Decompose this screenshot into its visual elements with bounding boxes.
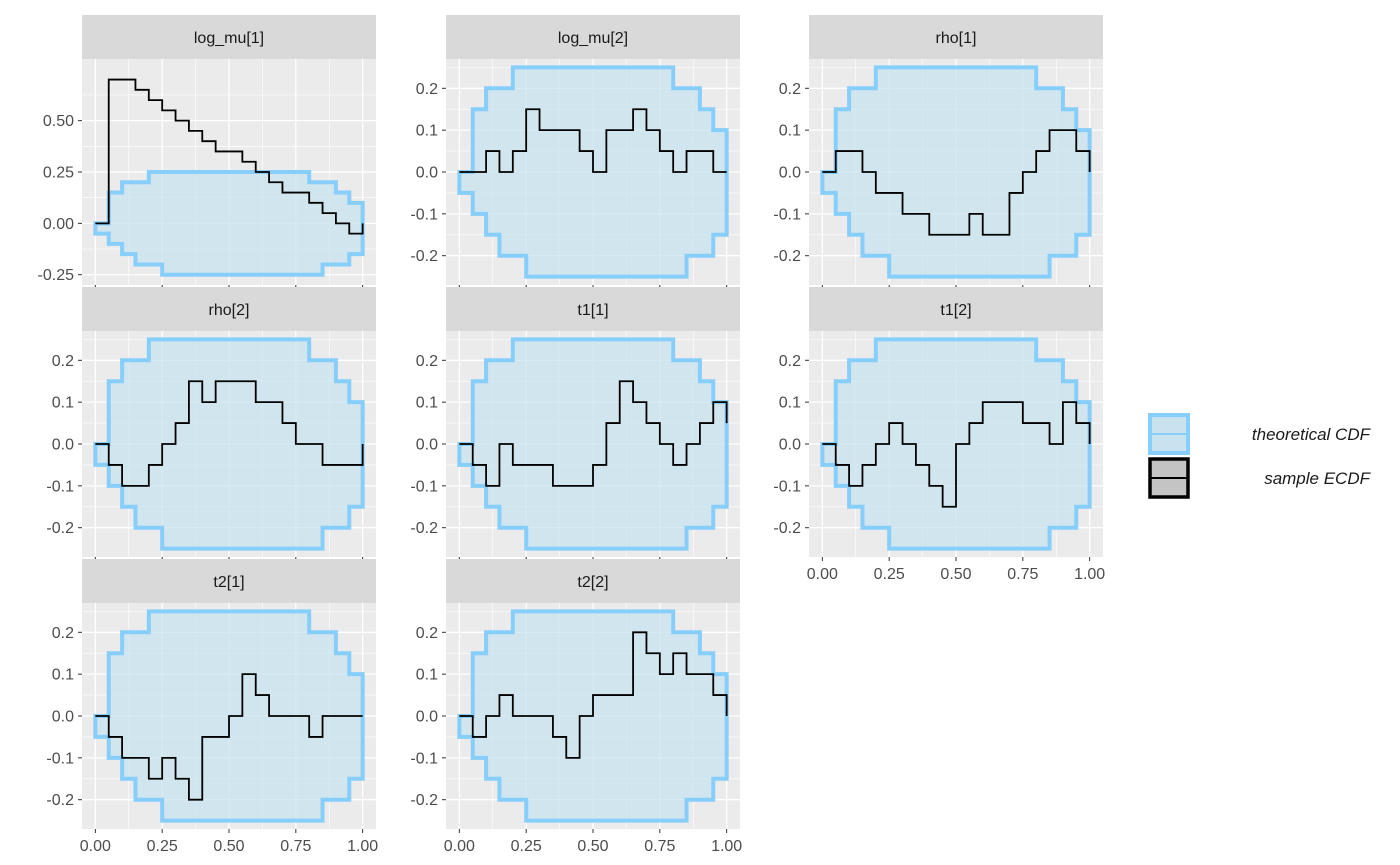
facet-panel-t2-2-: t2[2] -0.2 -0.1 0.0 0.1 0.2 0.00 0.25 0.50 0.75 1.…: [410, 559, 742, 855]
y-tick-label: 0.0: [52, 437, 74, 454]
facet-title: log_mu[1]: [194, 30, 264, 47]
x-tick-label: 0.50: [940, 566, 971, 583]
x-tick-label: 0.00: [444, 838, 475, 855]
sample-ecdf-line: [95, 78, 364, 235]
y-tick-label: 0.1: [779, 395, 801, 412]
x-tick-label: 0.00: [807, 566, 838, 583]
y-tick-label: 0.0: [779, 437, 801, 454]
x-tick-label: 0.50: [213, 838, 244, 855]
y-tick-label: -0.1: [46, 750, 74, 767]
sample-ecdf-line: [459, 380, 728, 487]
facet-title: t2[2]: [577, 574, 608, 591]
y-tick-label: 0.2: [52, 625, 74, 642]
facet-panel-rho-2-: rho[2] -0.2 -0.1 0.0 0.1 0.2: [46, 287, 376, 561]
x-tick-label: 0.25: [147, 838, 178, 855]
sample-ecdf-line: [95, 380, 364, 487]
legend-label: theoretical CDF: [1252, 425, 1372, 444]
x-tick-label: 1.00: [347, 838, 378, 855]
facet-strip: [809, 15, 1103, 59]
facet-strip: [446, 559, 740, 603]
facet-panel-t1-1-: t1[1] -0.2 -0.1 0.0 0.1 0.2: [410, 287, 740, 561]
facet-panel-t1-2-: t1[2] -0.2 -0.1 0.0 0.1 0.2 0.00 0.25 0.50 0.75 1.…: [773, 287, 1105, 583]
y-tick-label: -0.2: [46, 792, 74, 809]
y-tick-label: 0.1: [416, 395, 438, 412]
facet-strip: [82, 287, 376, 331]
y-tick-label: 0.1: [52, 395, 74, 412]
y-tick-label: -0.1: [773, 206, 801, 223]
y-tick-label: 0.0: [416, 165, 438, 182]
facet-panel-log-mu-1-: log_mu[1] -0.25 0.00 0.25 0.50: [38, 15, 376, 289]
theoretical-cdf-band: [457, 337, 729, 551]
sample-ecdf-line: [822, 129, 1091, 236]
y-tick-label: -0.1: [410, 478, 438, 495]
y-tick-label: -0.2: [46, 520, 74, 537]
y-tick-label: 0.00: [43, 216, 74, 233]
y-tick-label: 0.25: [43, 165, 74, 182]
y-tick-label: 0.2: [416, 625, 438, 642]
x-tick-label: 0.75: [644, 838, 675, 855]
y-tick-label: 0.1: [52, 667, 74, 684]
y-tick-label: 0.2: [416, 81, 438, 98]
legend: theoretical CDF sample ECDF: [1148, 413, 1372, 499]
facet-strip: [809, 287, 1103, 331]
y-tick-label: -0.2: [773, 520, 801, 537]
y-tick-label: 0.2: [779, 81, 801, 98]
y-tick-label: 0.1: [779, 123, 801, 140]
x-tick-label: 0.50: [577, 838, 608, 855]
y-tick-label: 0.0: [416, 709, 438, 726]
x-tick-label: 0.75: [280, 838, 311, 855]
sample-ecdf-line: [459, 631, 728, 759]
x-tick-label: 0.25: [511, 838, 542, 855]
facet-strip: [82, 15, 376, 59]
y-tick-label: -0.2: [410, 792, 438, 809]
y-tick-label: 0.50: [43, 113, 74, 130]
y-tick-label: -0.1: [410, 750, 438, 767]
y-tick-label: 0.1: [416, 123, 438, 140]
y-tick-label: -0.1: [773, 478, 801, 495]
x-tick-label: 0.25: [874, 566, 905, 583]
x-tick-label: 0.00: [80, 838, 111, 855]
y-tick-label: -0.1: [410, 206, 438, 223]
facet-title: t1[2]: [940, 302, 971, 319]
y-tick-label: -0.1: [46, 478, 74, 495]
y-tick-label: 0.0: [416, 437, 438, 454]
y-tick-label: 0.2: [416, 353, 438, 370]
theoretical-cdf-band: [93, 170, 365, 277]
y-tick-label: -0.2: [410, 520, 438, 537]
sample-ecdf-line: [822, 401, 1091, 508]
x-tick-label: 1.00: [1074, 566, 1105, 583]
facet-panel-t2-1-: t2[1] -0.2 -0.1 0.0 0.1 0.2 0.00 0.25 0.50 0.75 1.…: [46, 559, 378, 855]
facet-strip: [446, 15, 740, 59]
facet-panel-log-mu-2-: log_mu[2] -0.2 -0.1 0.0 0.1 0.2: [410, 15, 740, 289]
y-tick-label: 0.0: [779, 165, 801, 182]
facet-title: t1[1]: [577, 302, 608, 319]
y-tick-label: 0.0: [52, 709, 74, 726]
y-tick-label: 0.2: [779, 353, 801, 370]
y-tick-label: -0.2: [410, 248, 438, 265]
facet-title: rho[1]: [936, 30, 977, 47]
sample-ecdf-line: [95, 673, 363, 801]
y-tick-label: -0.2: [773, 248, 801, 265]
legend-label: sample ECDF: [1264, 469, 1371, 488]
x-tick-label: 0.75: [1007, 566, 1038, 583]
sample-ecdf-line: [459, 108, 727, 173]
facet-title: log_mu[2]: [558, 30, 628, 47]
x-tick-label: 1.00: [711, 838, 742, 855]
y-tick-label: -0.25: [38, 267, 75, 284]
facet-panel-rho-1-: rho[1] -0.2 -0.1 0.0 0.1 0.2: [773, 15, 1103, 289]
facet-title: rho[2]: [209, 302, 250, 319]
y-tick-label: 0.1: [416, 667, 438, 684]
y-tick-label: 0.2: [52, 353, 74, 370]
facet-title: t2[1]: [213, 574, 244, 591]
facet-strip: [446, 287, 740, 331]
facet-strip: [82, 559, 376, 603]
